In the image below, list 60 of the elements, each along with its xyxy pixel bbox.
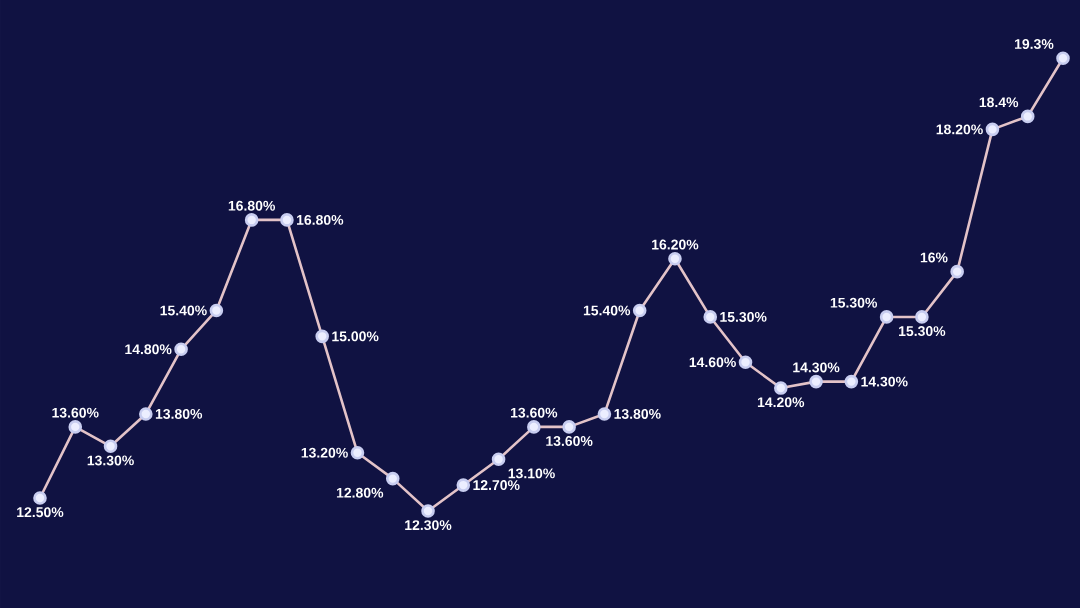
data-label: 18.20% xyxy=(936,124,983,135)
point xyxy=(174,342,188,357)
point xyxy=(668,251,682,266)
data-label: 12.80% xyxy=(336,487,384,498)
data-label: 13.60% xyxy=(546,436,593,447)
point xyxy=(1056,51,1070,65)
data-label: 12.50% xyxy=(17,507,64,518)
point xyxy=(809,374,823,389)
data-label: 13.60% xyxy=(52,407,99,418)
point xyxy=(244,213,259,227)
data-label: 18.4% xyxy=(979,97,1019,108)
data-label: 14.30% xyxy=(793,362,840,373)
data-label: 14.20% xyxy=(757,397,805,408)
point xyxy=(1020,109,1035,124)
data-label: 15.30% xyxy=(720,311,767,322)
data-label: 14.80% xyxy=(125,344,172,355)
point xyxy=(703,310,718,324)
point xyxy=(985,122,1000,137)
point xyxy=(950,264,964,279)
point xyxy=(527,420,541,434)
data-label: 16% xyxy=(920,252,948,263)
data-label: 14.30% xyxy=(861,376,908,387)
data-label: 13.80% xyxy=(155,408,203,419)
point xyxy=(33,491,47,505)
data-label: 16.80% xyxy=(297,214,344,225)
point xyxy=(632,303,647,318)
data-label: 14.60% xyxy=(689,357,736,368)
data-label: 13.10% xyxy=(508,468,555,479)
data-label: 12.30% xyxy=(405,520,452,531)
point xyxy=(315,329,329,344)
point xyxy=(385,471,400,486)
point xyxy=(597,407,612,421)
point xyxy=(879,310,894,324)
data-label: 15.00% xyxy=(332,331,379,342)
data-label: 12.70% xyxy=(473,480,520,491)
point xyxy=(209,303,224,318)
data-label: 16.80% xyxy=(228,200,276,211)
point xyxy=(491,452,506,467)
point xyxy=(773,381,788,395)
data-label: 15.40% xyxy=(160,305,207,316)
data-label: 16.20% xyxy=(652,239,699,250)
point xyxy=(103,439,118,454)
data-label: 13.20% xyxy=(301,447,348,458)
data-label: 13.80% xyxy=(614,408,661,419)
point xyxy=(844,374,859,389)
point xyxy=(915,310,929,324)
point xyxy=(350,445,365,460)
point xyxy=(421,504,435,518)
data-label: 15.30% xyxy=(899,326,946,337)
point xyxy=(139,407,153,421)
point xyxy=(562,420,576,434)
data-label: 13.60% xyxy=(510,407,558,418)
point xyxy=(738,355,753,369)
point xyxy=(68,420,83,434)
data-label: 15.30% xyxy=(830,297,878,308)
point xyxy=(456,478,471,492)
data-label: 15.40% xyxy=(583,305,631,316)
point xyxy=(280,213,294,227)
data-label: 13.30% xyxy=(87,455,134,466)
data-label: 19.3% xyxy=(1014,39,1054,50)
